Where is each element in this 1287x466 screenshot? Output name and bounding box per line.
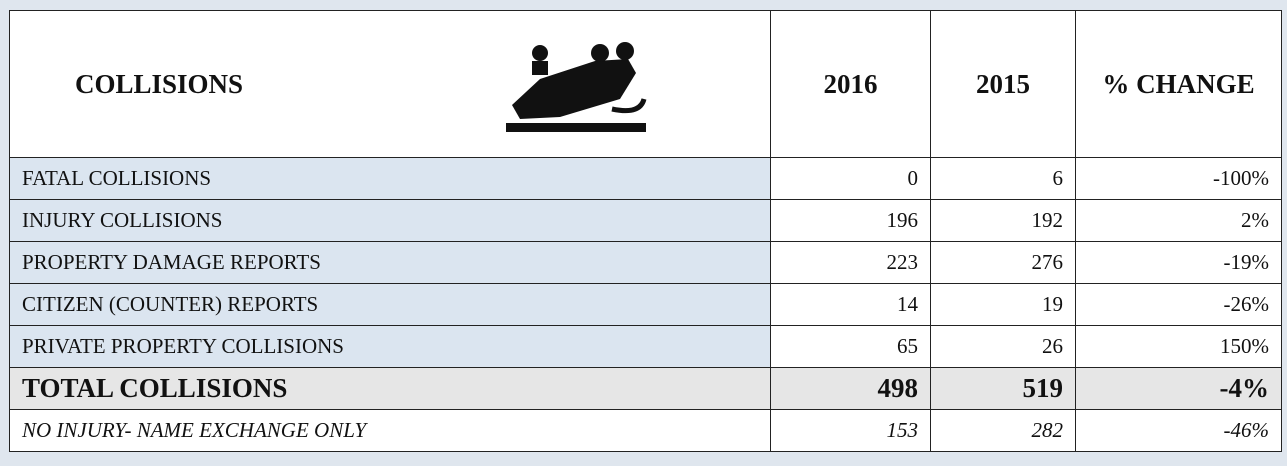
row-value: 65 xyxy=(770,325,931,368)
header-text: COLLISIONS xyxy=(75,68,244,99)
row-value: 192 xyxy=(930,199,1076,242)
table-row: INJURY COLLISIONS 196 192 2% xyxy=(9,199,1282,242)
header-cell: 2015 xyxy=(930,10,1076,158)
row-value: 498 xyxy=(770,367,931,410)
row-label: INJURY COLLISIONS xyxy=(9,199,771,242)
row-value: 282 xyxy=(930,409,1076,452)
icon-line xyxy=(611,98,647,114)
header-cell: 2016 xyxy=(770,10,931,158)
row-value: 150% xyxy=(1075,325,1282,368)
row-value: -4% xyxy=(1075,367,1282,410)
row-label: NO INJURY- NAME EXCHANGE ONLY xyxy=(9,409,771,452)
row-value: 2% xyxy=(1075,199,1282,242)
icon-body xyxy=(532,61,548,75)
collisions-table: COLLISIONS 2016 2015 % CHANGE FATAL CO xyxy=(9,10,1282,452)
table-row: FATAL COLLISIONS 0 6 -100% xyxy=(9,157,1282,200)
table-header: COLLISIONS 2016 2015 % CHANGE xyxy=(9,10,1282,158)
row-value: 14 xyxy=(770,283,931,326)
row-value: 196 xyxy=(770,199,931,242)
header-cell: % CHANGE xyxy=(1075,10,1282,158)
table-row: NO INJURY- NAME EXCHANGE ONLY 153 282 -46% xyxy=(9,409,1282,452)
row-value: 26 xyxy=(930,325,1076,368)
row-value: 223 xyxy=(770,241,931,284)
row-value: -46% xyxy=(1075,409,1282,452)
row-label: FATAL COLLISIONS xyxy=(9,157,771,200)
icon-ground xyxy=(506,123,646,132)
row-value: 519 xyxy=(930,367,1076,410)
table-body: FATAL COLLISIONS 0 6 -100% INJURY COLLISIONS… xyxy=(9,157,1282,452)
row-value: 6 xyxy=(930,157,1076,200)
row-value: 153 xyxy=(770,409,931,452)
row-label: PROPERTY DAMAGE REPORTS xyxy=(9,241,771,284)
row-label: PRIVATE PROPERTY COLLISIONS xyxy=(9,325,771,368)
table-wrap: COLLISIONS 2016 2015 % CHANGE FATAL CO xyxy=(9,10,1282,466)
icon-head xyxy=(532,45,548,61)
row-value: 19 xyxy=(930,283,1076,326)
row-label: CITIZEN (COUNTER) REPORTS xyxy=(9,283,771,326)
row-value: 276 xyxy=(930,241,1076,284)
header-cell: COLLISIONS xyxy=(9,10,771,158)
table-row: PROPERTY DAMAGE REPORTS 223 276 -19% xyxy=(9,241,1282,284)
icon-wheel xyxy=(616,42,634,60)
row-label: TOTAL COLLISIONS xyxy=(9,367,771,410)
row-value: 0 xyxy=(770,157,931,200)
row-value: -100% xyxy=(1075,157,1282,200)
collision-icon xyxy=(506,42,647,132)
row-value: -19% xyxy=(1075,241,1282,284)
icon-car xyxy=(512,59,636,119)
row-value: -26% xyxy=(1075,283,1282,326)
table-row: PRIVATE PROPERTY COLLISIONS 65 26 150% xyxy=(9,325,1282,368)
table-row: CITIZEN (COUNTER) REPORTS 14 19 -26% xyxy=(9,283,1282,326)
header-row: COLLISIONS 2016 2015 % CHANGE xyxy=(9,10,1282,158)
table-row: TOTAL COLLISIONS 498 519 -4% xyxy=(9,367,1282,410)
icon-wheel xyxy=(591,44,609,62)
